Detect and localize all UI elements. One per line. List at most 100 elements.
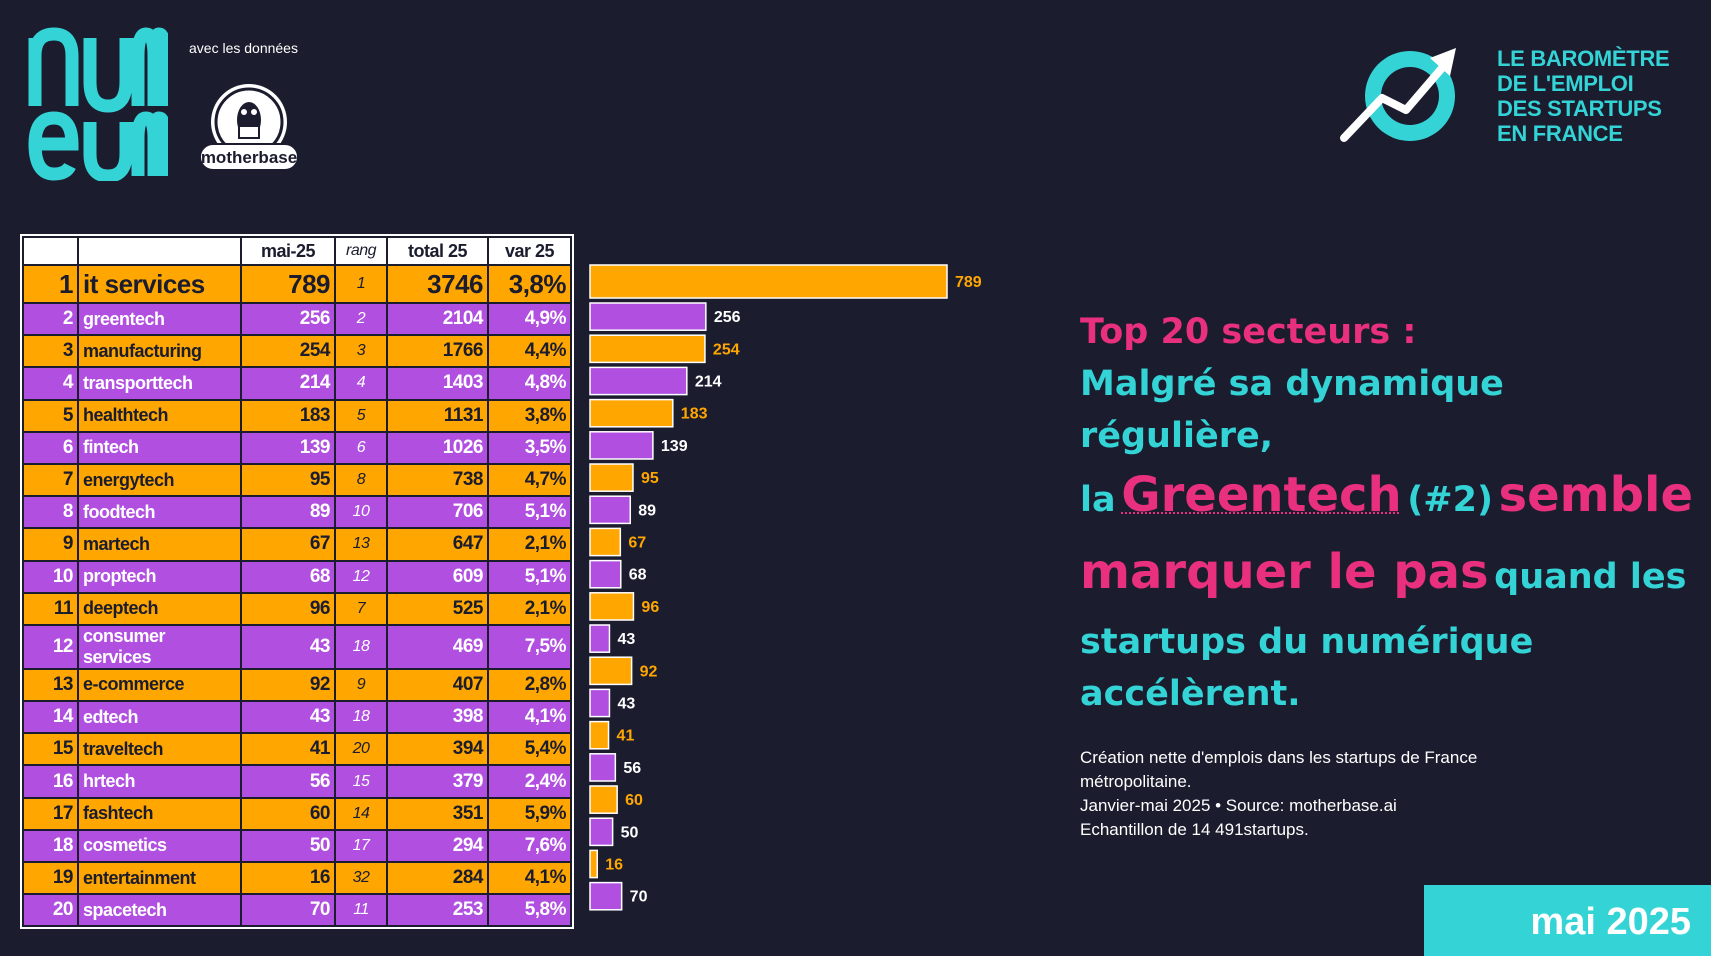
cell-rank: 14 [22, 700, 79, 735]
headline-quand: quand les [1494, 557, 1687, 597]
cell-var: 7,5% [487, 623, 572, 670]
cell-mai: 68 [240, 559, 336, 594]
cell-mai: 95 [240, 462, 336, 498]
cell-name: martech [77, 527, 242, 562]
source-line: Création nette d'emplois dans les startu… [1080, 748, 1478, 767]
bar-label: 50 [621, 824, 639, 841]
cell-total: 407 [386, 667, 489, 703]
cell-rank: 12 [22, 623, 79, 670]
cell-rank: 7 [22, 462, 79, 498]
headline: Top 20 secteurs : Malgré sa dynamique ré… [1080, 306, 1700, 720]
bar-label: 789 [955, 274, 982, 291]
cell-var: 4,7% [487, 462, 572, 498]
cell-total: 379 [386, 764, 489, 799]
cell-total: 525 [386, 591, 489, 626]
cell-rang: 6 [334, 430, 388, 465]
cell-rang: 10 [334, 495, 388, 530]
cell-var: 5,4% [487, 732, 572, 767]
bar-manufacturing [589, 334, 706, 364]
table-row: 5 healthtech 183 5 1131 3,8% [22, 398, 572, 433]
cell-rang: 13 [334, 527, 388, 562]
cell-total: 3746 [386, 264, 489, 304]
header-name [77, 236, 242, 266]
bar-it-services [589, 264, 948, 299]
bar-edtech [589, 688, 611, 718]
bar-label: 89 [638, 502, 656, 519]
cell-mai: 43 [240, 700, 336, 735]
bar-cosmetics [589, 817, 614, 847]
cell-rang: 7 [334, 591, 388, 626]
bar-proptech [589, 559, 622, 589]
bar-martech [589, 527, 622, 557]
cell-rang: 8 [334, 462, 388, 498]
bar-label: 43 [617, 631, 635, 648]
headline-line5: startups du numérique [1080, 622, 1534, 662]
cell-rank: 18 [22, 828, 79, 864]
barometer-line: DE L'EMPLOI [1497, 71, 1634, 96]
bar-label: 92 [640, 663, 658, 680]
table-row: 20 spacetech 70 11 253 5,8% [22, 893, 572, 928]
bar-label: 68 [629, 567, 647, 584]
cell-mai: 60 [240, 796, 336, 831]
bar-label: 41 [617, 728, 635, 745]
header-rank [22, 236, 79, 266]
cell-rank: 3 [22, 334, 79, 369]
table-row: 10 proptech 68 12 609 5,1% [22, 559, 572, 594]
cell-rang: 14 [334, 796, 388, 831]
cell-name: healthtech [77, 398, 242, 433]
cell-rang: 18 [334, 623, 388, 670]
cell-name: cosmetics [77, 828, 242, 864]
cell-mai: 256 [240, 301, 336, 337]
cell-rang: 4 [334, 366, 388, 401]
cell-total: 738 [386, 462, 489, 498]
header-rang: rang [334, 236, 388, 266]
cell-var: 3,8% [487, 264, 572, 304]
cell-rang: 9 [334, 667, 388, 703]
cell-rank: 15 [22, 732, 79, 767]
header-total: total 25 [386, 236, 489, 266]
cell-total: 1131 [386, 398, 489, 433]
cell-name: deeptech [77, 591, 242, 626]
headline-greentech: Greentech [1121, 467, 1402, 523]
cell-mai: 139 [240, 430, 336, 465]
source-line: métropolitaine. [1080, 772, 1192, 791]
cell-var: 4,9% [487, 301, 572, 337]
table-row: 3 manufacturing 254 3 1766 4,4% [22, 334, 572, 369]
headline-la: la [1080, 480, 1116, 520]
cell-var: 2,4% [487, 764, 572, 799]
table-row: 7 energytech 95 8 738 4,7% [22, 462, 572, 498]
bar-label: 183 [681, 406, 708, 423]
headline-marquer: marquer le pas [1080, 544, 1489, 600]
cell-var: 7,6% [487, 828, 572, 864]
source-note: Création nette d'emplois dans les startu… [1080, 746, 1580, 842]
bar-label: 56 [623, 760, 641, 777]
cell-total: 294 [386, 828, 489, 864]
bar-transporttech [589, 366, 688, 396]
table-row: 2 greentech 256 2 2104 4,9% [22, 301, 572, 337]
cell-name: traveltech [77, 732, 242, 767]
bar-healthtech [589, 398, 674, 428]
cell-rank: 16 [22, 764, 79, 799]
cell-rank: 13 [22, 667, 79, 703]
barometer-logo [1340, 48, 1456, 142]
cell-total: 351 [386, 796, 489, 831]
cell-total: 1026 [386, 430, 489, 465]
cell-rang: 1 [334, 264, 388, 304]
cell-var: 5,8% [487, 893, 572, 928]
cell-mai: 41 [240, 732, 336, 767]
cell-rang: 5 [334, 398, 388, 433]
cell-rang: 17 [334, 828, 388, 864]
bar-fintech [589, 431, 654, 460]
cell-mai: 214 [240, 366, 336, 401]
cell-mai: 789 [240, 264, 336, 304]
cell-var: 4,1% [487, 860, 572, 896]
cell-total: 398 [386, 700, 489, 735]
cell-total: 1766 [386, 334, 489, 369]
cell-var: 4,1% [487, 700, 572, 735]
cell-name: proptech [77, 559, 242, 594]
barometer-line: EN FRANCE [1497, 121, 1623, 146]
bar-label: 60 [625, 792, 643, 809]
cell-mai: 92 [240, 667, 336, 703]
with-data-label: avec les données [189, 40, 298, 56]
